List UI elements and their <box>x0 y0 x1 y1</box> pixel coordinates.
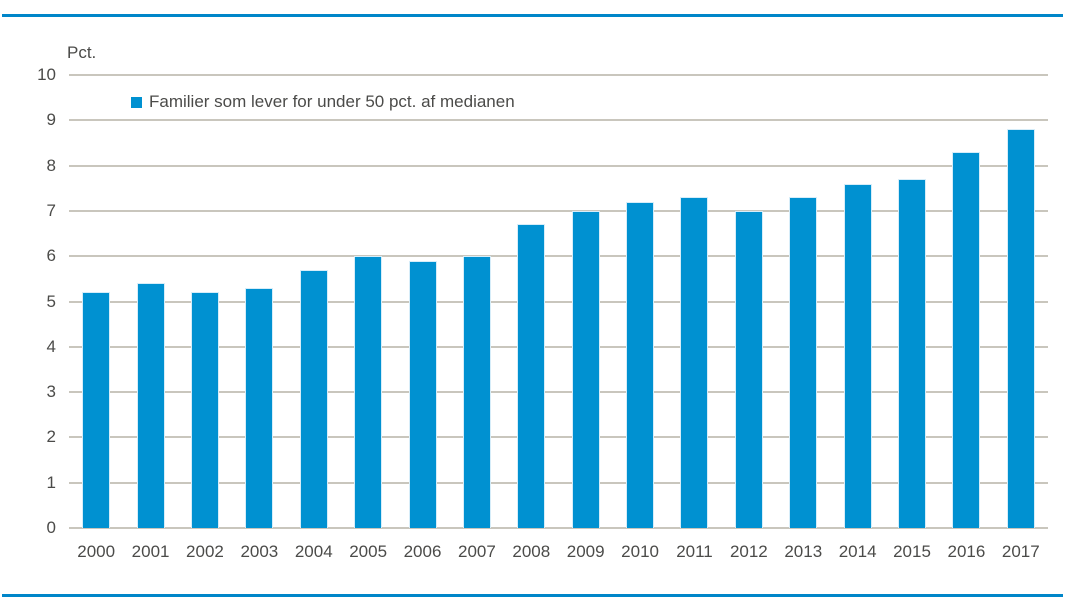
x-tick-label: 2001 <box>131 542 170 561</box>
bar-2016 <box>952 152 981 528</box>
gridline <box>69 74 1048 76</box>
legend: Familier som lever for under 50 pct. af … <box>131 92 515 112</box>
gridline <box>69 255 1048 258</box>
x-tick-label: 2008 <box>512 542 551 561</box>
x-tick-label: 2016 <box>947 542 986 561</box>
bar-2017 <box>1006 129 1035 528</box>
bar-2001 <box>136 283 165 528</box>
y-tick-label: 10 <box>37 65 56 84</box>
gridline <box>69 436 1048 439</box>
x-tick-label: 2007 <box>457 542 496 561</box>
bar-2003 <box>245 287 274 528</box>
bar-2010 <box>626 201 655 528</box>
y-tick-label: 0 <box>46 518 56 537</box>
bar-2005 <box>354 256 383 528</box>
y-tick-label: 1 <box>46 472 56 492</box>
x-tick-label: 2010 <box>621 542 659 561</box>
gridline <box>69 119 1048 122</box>
x-tick-label: 2012 <box>729 542 768 561</box>
gridline <box>69 345 1048 348</box>
bar-2004 <box>299 269 328 528</box>
legend-swatch-icon <box>131 96 142 108</box>
bar-2015 <box>898 179 927 528</box>
gridline <box>69 481 1048 484</box>
legend-label: Familier som lever for under 50 pct. af … <box>149 92 515 111</box>
bar-2000 <box>82 292 111 528</box>
x-tick-label: 2005 <box>349 542 388 561</box>
gridline <box>69 527 1048 529</box>
bar-2007 <box>462 256 491 528</box>
x-tick-label: 2006 <box>403 542 442 561</box>
bar-2014 <box>843 183 872 528</box>
y-tick-label: 7 <box>46 200 56 220</box>
gridline <box>69 209 1048 212</box>
x-tick-label: 2003 <box>240 542 279 561</box>
bottom-rule <box>2 594 1063 597</box>
x-tick-label: 2013 <box>784 542 823 561</box>
x-tick-label: 2011 <box>676 542 713 561</box>
gridline <box>69 164 1048 167</box>
y-tick-label: 5 <box>46 291 56 311</box>
y-tick-label: 4 <box>46 336 56 356</box>
y-tick-label: 8 <box>46 155 56 175</box>
x-tick-label: 2009 <box>566 542 605 561</box>
y-tick-label: 3 <box>46 382 56 402</box>
x-tick-label: 2017 <box>1001 542 1040 561</box>
bar-2013 <box>789 197 818 528</box>
y-axis-unit-label: Pct. <box>67 43 97 62</box>
top-rule <box>2 14 1063 17</box>
bar-2011 <box>680 197 709 528</box>
y-tick-label: 2 <box>46 427 56 447</box>
x-tick-label: 2000 <box>77 542 116 561</box>
bar-2008 <box>517 224 546 528</box>
x-tick-label: 2002 <box>186 542 224 561</box>
y-tick-label: 9 <box>46 110 56 130</box>
y-tick-label: 6 <box>46 246 56 266</box>
gridline <box>69 391 1048 394</box>
bar-2006 <box>408 260 437 528</box>
bar-2009 <box>571 210 600 528</box>
x-tick-label: 2015 <box>893 542 931 561</box>
bar-2002 <box>190 292 219 528</box>
x-tick-label: 2004 <box>294 542 333 561</box>
x-tick-label: 2014 <box>838 542 877 561</box>
bar-2012 <box>734 210 763 528</box>
gridline <box>69 300 1048 303</box>
